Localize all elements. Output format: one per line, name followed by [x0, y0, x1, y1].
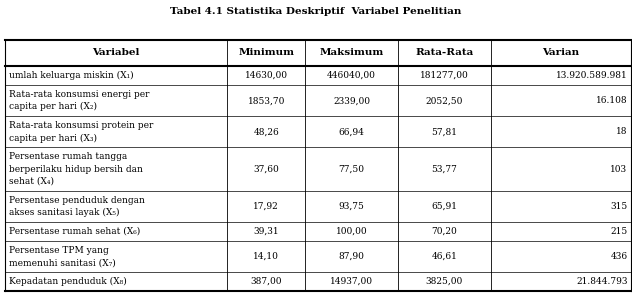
Text: Tabel 4.1 Statistika Deskriptif  Variabel Penelitian: Tabel 4.1 Statistika Deskriptif Variabel… — [170, 7, 462, 16]
Text: 446040,00: 446040,00 — [327, 71, 376, 80]
Text: memenuhi sanitasi (X₇): memenuhi sanitasi (X₇) — [9, 258, 116, 267]
Text: 70,20: 70,20 — [432, 227, 457, 236]
Text: Maksimum: Maksimum — [320, 49, 384, 57]
Text: 14630,00: 14630,00 — [245, 71, 288, 80]
Text: 103: 103 — [611, 165, 628, 174]
Text: 37,60: 37,60 — [253, 165, 279, 174]
Text: 57,81: 57,81 — [431, 127, 458, 136]
Text: 1853,70: 1853,70 — [248, 96, 285, 105]
Text: 16.108: 16.108 — [596, 96, 628, 105]
Text: berperilaku hidup bersih dan: berperilaku hidup bersih dan — [9, 165, 143, 174]
Text: sehat (X₄): sehat (X₄) — [9, 177, 54, 186]
Text: Persentase TPM yang: Persentase TPM yang — [9, 246, 109, 255]
Text: Persentase penduduk dengan: Persentase penduduk dengan — [9, 196, 145, 205]
Text: Persentase rumah tangga: Persentase rumah tangga — [9, 152, 127, 161]
Text: 21.844.793: 21.844.793 — [576, 277, 628, 286]
Text: 65,91: 65,91 — [431, 202, 458, 211]
Text: 387,00: 387,00 — [250, 277, 282, 286]
Text: 14937,00: 14937,00 — [330, 277, 373, 286]
Text: 13.920.589.981: 13.920.589.981 — [556, 71, 628, 80]
Text: Rata-rata konsumsi protein per: Rata-rata konsumsi protein per — [9, 121, 153, 130]
Text: Rata-Rata: Rata-Rata — [415, 49, 473, 57]
Text: Rata-rata konsumsi energi per: Rata-rata konsumsi energi per — [9, 90, 149, 99]
Text: 77,50: 77,50 — [339, 165, 365, 174]
Text: 48,26: 48,26 — [253, 127, 279, 136]
Text: capita per hari (X₃): capita per hari (X₃) — [9, 133, 97, 143]
Text: 215: 215 — [611, 227, 628, 236]
Text: 315: 315 — [611, 202, 628, 211]
Text: Persentase rumah sehat (X₆): Persentase rumah sehat (X₆) — [9, 227, 140, 236]
Text: 93,75: 93,75 — [339, 202, 365, 211]
Text: umlah keluarga miskin (X₁): umlah keluarga miskin (X₁) — [9, 71, 133, 80]
Text: 46,61: 46,61 — [432, 252, 457, 261]
Text: 2339,00: 2339,00 — [333, 96, 370, 105]
Text: 53,77: 53,77 — [432, 165, 457, 174]
Text: 17,92: 17,92 — [253, 202, 279, 211]
Text: 100,00: 100,00 — [336, 227, 367, 236]
Text: 181277,00: 181277,00 — [420, 71, 469, 80]
Text: 436: 436 — [611, 252, 628, 261]
Text: 39,31: 39,31 — [253, 227, 279, 236]
Text: Variabel: Variabel — [92, 49, 140, 57]
Text: Varian: Varian — [542, 49, 579, 57]
Text: 87,90: 87,90 — [339, 252, 365, 261]
Text: 2052,50: 2052,50 — [425, 96, 463, 105]
Text: 14,10: 14,10 — [253, 252, 279, 261]
Text: 66,94: 66,94 — [339, 127, 365, 136]
Text: akses sanitasi layak (X₅): akses sanitasi layak (X₅) — [9, 208, 119, 217]
Text: capita per hari (X₂): capita per hari (X₂) — [9, 102, 97, 111]
Text: Minimum: Minimum — [238, 49, 295, 57]
Text: 18: 18 — [616, 127, 628, 136]
Text: Kepadatan penduduk (X₈): Kepadatan penduduk (X₈) — [9, 277, 126, 286]
Text: 3825,00: 3825,00 — [426, 277, 463, 286]
